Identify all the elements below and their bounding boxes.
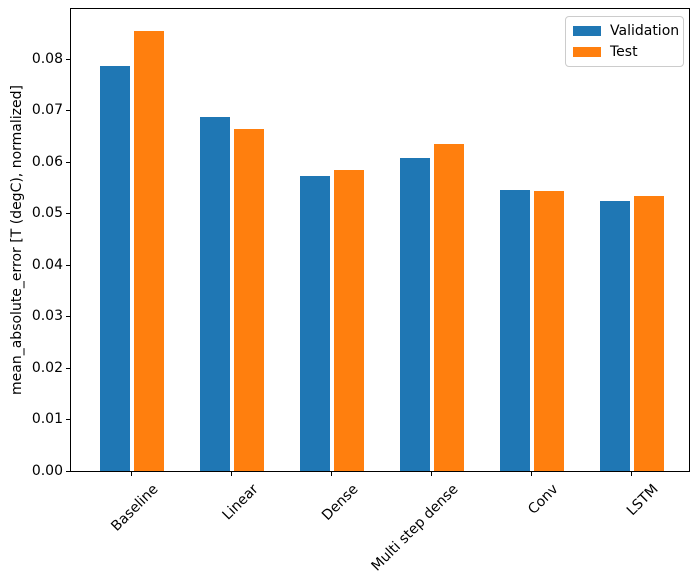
x-tick-label-multi-step-dense: Multi step dense bbox=[368, 481, 462, 575]
legend-swatch-test bbox=[573, 47, 601, 57]
x-tick-mark-multi-step-dense bbox=[431, 472, 432, 476]
y-tick-mark-0.07 bbox=[66, 110, 70, 111]
y-tick-mark-0.04 bbox=[66, 265, 70, 266]
y-tick-mark-0.08 bbox=[66, 59, 70, 60]
y-tick-mark-0.02 bbox=[66, 368, 70, 369]
x-tick-mark-conv bbox=[531, 472, 532, 476]
legend: Validation Test bbox=[565, 16, 684, 67]
bar-validation-conv bbox=[500, 190, 530, 471]
bar-test-baseline bbox=[134, 31, 164, 471]
y-tick-label-0.01: 0.01 bbox=[31, 411, 63, 427]
bar-test-dense bbox=[334, 170, 364, 471]
bar-test-linear bbox=[234, 128, 264, 471]
plot-area bbox=[70, 8, 690, 472]
legend-label-validation: Validation bbox=[610, 23, 680, 39]
x-tick-mark-lstm bbox=[631, 472, 632, 476]
y-tick-label-0.05: 0.05 bbox=[31, 205, 63, 221]
y-tick-label-0.00: 0.00 bbox=[31, 463, 63, 479]
y-tick-label-0.08: 0.08 bbox=[31, 51, 63, 67]
y-tick-mark-0.00 bbox=[66, 471, 70, 472]
y-tick-mark-0.05 bbox=[66, 213, 70, 214]
x-tick-mark-linear bbox=[231, 472, 232, 476]
x-tick-label-dense: Dense bbox=[319, 481, 362, 524]
bar-test-multi-step-dense bbox=[434, 144, 464, 471]
bar-test-conv bbox=[534, 191, 564, 471]
bar-validation-baseline bbox=[100, 66, 130, 471]
bar-validation-linear bbox=[200, 116, 230, 471]
y-tick-mark-0.03 bbox=[66, 316, 70, 317]
y-tick-label-0.06: 0.06 bbox=[31, 154, 63, 170]
legend-swatch-validation bbox=[573, 26, 601, 36]
x-tick-label-lstm: LSTM bbox=[623, 481, 662, 520]
x-tick-label-conv: Conv bbox=[525, 481, 562, 518]
legend-item-validation: Validation bbox=[573, 23, 680, 39]
y-axis-label: mean_absolute_error [T (degC), normalize… bbox=[9, 85, 25, 395]
bar-validation-multi-step-dense bbox=[400, 158, 430, 471]
x-tick-mark-baseline bbox=[131, 472, 132, 476]
x-tick-mark-dense bbox=[331, 472, 332, 476]
x-tick-label-linear: Linear bbox=[219, 481, 262, 524]
bar-validation-dense bbox=[300, 175, 330, 471]
x-tick-label-baseline: Baseline bbox=[108, 481, 162, 535]
y-tick-label-0.04: 0.04 bbox=[31, 257, 63, 273]
y-tick-mark-0.06 bbox=[66, 162, 70, 163]
bar-test-lstm bbox=[634, 195, 664, 471]
y-tick-mark-0.01 bbox=[66, 419, 70, 420]
bar-validation-lstm bbox=[600, 200, 630, 471]
legend-label-test: Test bbox=[610, 44, 638, 60]
y-tick-label-0.02: 0.02 bbox=[31, 360, 63, 376]
y-tick-label-0.07: 0.07 bbox=[31, 102, 63, 118]
y-tick-label-0.03: 0.03 bbox=[31, 308, 63, 324]
legend-item-test: Test bbox=[573, 44, 676, 60]
